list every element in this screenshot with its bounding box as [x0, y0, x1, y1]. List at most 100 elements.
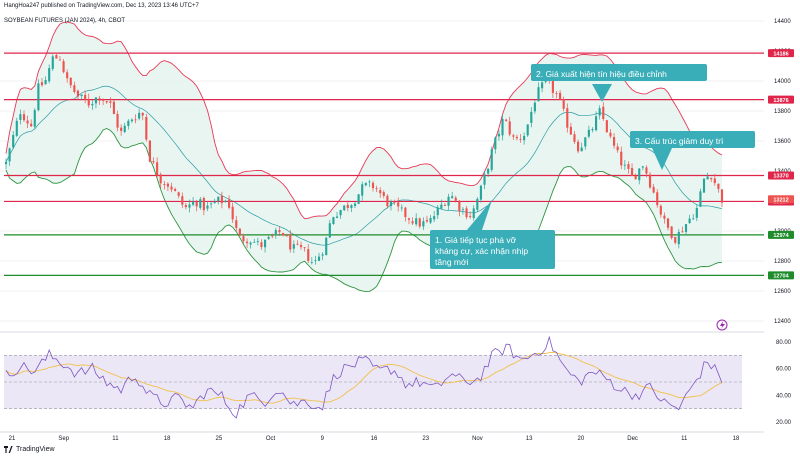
candle-body [695, 207, 698, 218]
candle-body [541, 82, 544, 89]
candle-body [379, 190, 382, 194]
x-tick-label: 11 [112, 436, 119, 442]
candle-body [551, 80, 554, 93]
candle-body [386, 195, 389, 207]
candle-body [418, 218, 421, 227]
candle-body [127, 120, 130, 126]
candle-body [73, 85, 76, 93]
last-price-label-bg [768, 195, 794, 204]
rsi-line [5, 335, 723, 419]
candle-body [271, 235, 274, 237]
candle-body [472, 208, 475, 219]
candle-body [627, 164, 630, 169]
y-tick-label: 14400 [774, 19, 791, 25]
rsi-tick-label: 60.00 [776, 367, 792, 373]
candle-body [235, 220, 238, 228]
candle-body [325, 237, 328, 256]
price-axis: 1440014200140001380013600134001320013000… [768, 19, 794, 426]
y-tick-label: 14000 [774, 79, 791, 85]
candle-body [317, 256, 321, 261]
candle-body [69, 77, 72, 86]
candle-body [152, 161, 155, 163]
candle-body [674, 236, 677, 243]
candle-body [645, 167, 648, 174]
candle-body [22, 114, 26, 121]
candle-body [210, 203, 213, 205]
candle-body [594, 116, 598, 131]
candle-body [242, 236, 245, 242]
candle-body [188, 204, 191, 208]
bollinger-upper [5, 21, 723, 220]
candle-body [192, 201, 195, 205]
time-axis: 21 Sep 11 18 25 Oct 9 16 23 Nov 13 20 Dec 11 18 [9, 436, 740, 442]
rsi-tick-label: 40.00 [776, 393, 792, 399]
candle-body [361, 184, 364, 196]
candle-body [656, 192, 659, 206]
candle-body [30, 123, 33, 127]
candle-body [526, 124, 529, 136]
candle-body [684, 224, 688, 232]
candle-body [278, 230, 281, 233]
candle-body [130, 119, 134, 122]
candle-body [479, 185, 483, 200]
candle-body [465, 208, 468, 218]
level-label-13370: 13370 [773, 174, 788, 180]
candle-body [429, 218, 432, 223]
x-tick-label: 13 [526, 436, 533, 442]
candle-body [451, 196, 454, 199]
candle-body [580, 147, 583, 152]
candle-body [296, 243, 299, 245]
candle-body [80, 94, 83, 97]
candle-body [681, 231, 684, 233]
candle-body [166, 183, 169, 187]
rsi-moving-average [5, 351, 723, 404]
candle-body [44, 80, 47, 85]
candle-body [519, 138, 522, 140]
note1-pointer [462, 200, 492, 236]
candle-body [195, 201, 198, 207]
candle-body [584, 137, 587, 147]
alert-bolt-glyph [720, 321, 725, 329]
candlesticks [4, 52, 724, 265]
alert-bolt-ring [716, 319, 728, 331]
candle-body [274, 230, 277, 236]
candle-body [19, 114, 22, 120]
candle-body [141, 112, 144, 116]
x-tick-label: 16 [371, 436, 378, 442]
candle-body [303, 247, 306, 249]
x-tick-label: 18 [733, 436, 740, 442]
alert-bolt-icon [716, 319, 728, 331]
candle-body [447, 196, 450, 206]
candle-body [292, 244, 295, 249]
candle-body [666, 218, 670, 228]
tradingview-brand[interactable]: TradingView [4, 446, 55, 453]
candle-body [353, 203, 357, 206]
candle-body [357, 194, 360, 204]
candle-body [659, 205, 662, 215]
candle-body [490, 149, 493, 170]
candle-body [145, 117, 148, 140]
candle-body [652, 186, 655, 193]
candle-body [508, 121, 511, 135]
rsi-tick-label: 20.00 [776, 420, 792, 426]
candle-body [343, 205, 346, 211]
candle-body [577, 141, 580, 152]
candle-body [533, 102, 536, 112]
candle-body [512, 135, 515, 137]
candle-body [55, 55, 58, 59]
publisher-line: HangHoa247 published on TradingView.com,… [4, 3, 199, 9]
candle-body [76, 90, 80, 97]
bollinger-lower [5, 128, 723, 293]
note3-box [630, 131, 755, 148]
candle-body [163, 184, 166, 185]
candle-body [623, 164, 626, 166]
candle-body [224, 200, 227, 203]
candle-body [346, 204, 349, 208]
candle-body [87, 98, 90, 106]
x-tick-label: 9 [321, 436, 325, 442]
symbol-title: SOYBEAN FUTURES (JAN 2024), 4h, CBOT [4, 18, 126, 24]
note2-text: 2. Giá xuất hiện tín hiệu điều chỉnh [536, 69, 667, 79]
candle-body [555, 93, 558, 95]
x-tick-label: Oct [266, 436, 276, 442]
